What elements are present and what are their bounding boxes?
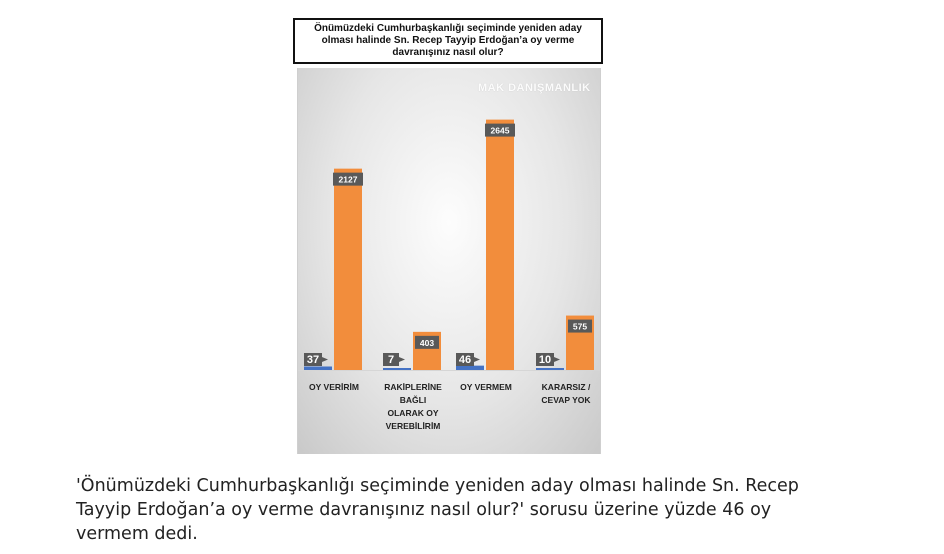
plot-area: MAK DANIŞMANLIK 37 2127 OY VERİRİM 7 403 RAKİ…: [297, 68, 601, 454]
data-label-s1-1: 403: [420, 338, 434, 348]
category-label-3-0: KARARSIZ /: [542, 382, 591, 392]
data-label-arrow-1: [399, 357, 405, 362]
category-label-1-1: BAĞLI: [400, 394, 426, 405]
category-label-2-0: OY VERMEM: [460, 382, 512, 392]
bar-s1-0: [334, 168, 362, 370]
chart-title: Önümüzdeki Cumhurbaşkanlığı seçiminde ye…: [293, 18, 603, 64]
watermark-text: MAK DANIŞMANLIK: [478, 82, 591, 94]
data-label-s0-0: 37: [307, 354, 319, 366]
data-label-box-s1-2: [485, 123, 515, 137]
bar-s0-3: [536, 368, 564, 370]
bar-s0-0: [304, 366, 332, 370]
category-label-1-2: OLARAK OY: [388, 408, 439, 418]
data-label-arrow-0: [322, 357, 328, 362]
chart-figure: Önümüzdeki Cumhurbaşkanlığı seçiminde ye…: [293, 18, 607, 454]
data-label-box-s1-1: [415, 335, 439, 349]
data-label-s0-2: 46: [459, 354, 471, 366]
category-label-1-3: VEREBİLİRİM: [386, 421, 441, 431]
data-label-s0-1: 7: [388, 354, 394, 366]
bar-s0-2: [456, 365, 484, 370]
category-label-3-1: CEVAP YOK: [541, 395, 591, 405]
bar-s0-1: [383, 368, 411, 370]
category-label-0-0: OY VERİRİM: [309, 382, 359, 392]
data-label-box-s1-3: [568, 319, 592, 333]
bar-chart: 37 2127 OY VERİRİM 7 403 RAKİPLERİNE BAĞLI OLAR…: [298, 119, 600, 431]
article-caption: 'Önümüzdeki Cumhurbaşkanlığı seçiminde y…: [76, 476, 799, 544]
data-label-s1-2: 2645: [491, 126, 510, 136]
data-label-box-s0-3: [536, 353, 554, 366]
data-label-s1-0: 2127: [339, 175, 358, 185]
data-label-box-s0-2: [456, 353, 474, 366]
data-label-box-s1-0: [333, 172, 363, 186]
category-label-1-0: RAKİPLERİNE: [384, 382, 442, 392]
data-label-s0-3: 10: [539, 354, 551, 366]
data-label-box-s0-0: [304, 353, 322, 366]
data-label-arrow-3: [554, 357, 560, 362]
data-label-arrow-2: [474, 357, 480, 362]
data-label-s1-3: 575: [573, 322, 587, 332]
data-label-box-s0-1: [383, 353, 399, 366]
bar-s1-2: [486, 119, 514, 371]
